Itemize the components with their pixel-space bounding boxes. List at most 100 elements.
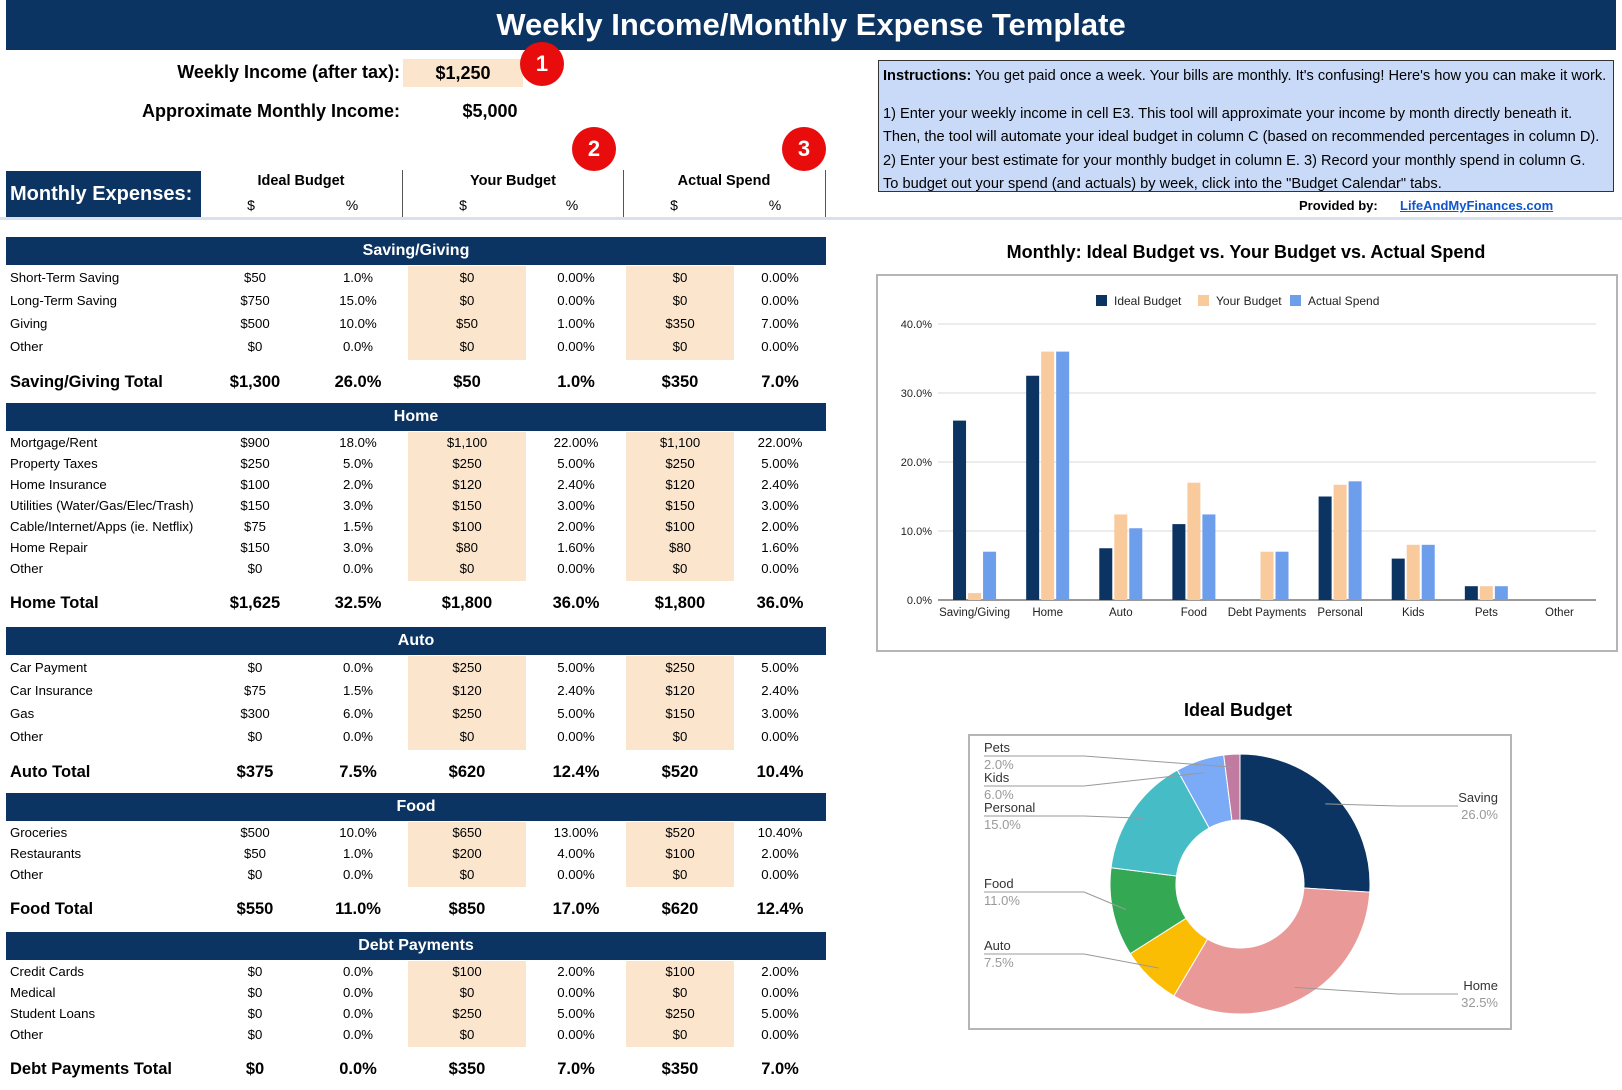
table-cell[interactable]: $0 <box>459 339 475 354</box>
table-cell[interactable]: $100 <box>452 964 482 979</box>
table-cell[interactable]: $0 <box>459 867 475 882</box>
table-cell[interactable]: $0 <box>672 561 688 576</box>
table-cell: 0.0% <box>342 985 374 1000</box>
total-cell: $50 <box>453 372 481 391</box>
pie-leader-line <box>1294 986 1399 995</box>
table-cell[interactable]: $0 <box>459 270 475 285</box>
table-cell[interactable]: $80 <box>668 540 691 555</box>
table-cell[interactable]: $650 <box>452 825 482 840</box>
table-cell[interactable]: $0 <box>459 1027 475 1042</box>
bar <box>1406 544 1420 600</box>
pie-leader-line <box>1083 815 1144 819</box>
table-cell[interactable]: $150 <box>452 498 482 513</box>
table-cell: 0.0% <box>342 867 374 882</box>
table-cell[interactable]: $0 <box>672 270 688 285</box>
table-cell: $100 <box>240 477 270 492</box>
bar-chart: 0.0% 10.0% 20.0% 30.0% 40.0% Ideal Budget Your… <box>876 274 1618 652</box>
bar <box>1421 544 1435 600</box>
instructions-line5: To budget out your spend (and actuals) b… <box>883 175 1442 192</box>
table-cell[interactable]: $100 <box>452 519 482 534</box>
table-cell[interactable]: $120 <box>665 683 695 698</box>
table-cell[interactable]: $520 <box>665 825 695 840</box>
weekly-income-label: Weekly Income (after tax): <box>177 62 400 82</box>
table-cell: 2.40% <box>557 477 595 492</box>
pie-pct-label: 26.0% <box>1461 807 1498 822</box>
table-row: Utilities (Water/Gas/Elec/Trash) $150 3.0%… <box>6 495 826 516</box>
table-cell: 1.5% <box>342 683 374 698</box>
table-cell[interactable]: $250 <box>665 660 695 675</box>
table-cell[interactable]: $120 <box>452 477 482 492</box>
table-cell[interactable]: $0 <box>459 293 475 308</box>
legend-swatch <box>1096 295 1107 306</box>
table-cell: 5.00% <box>761 1006 799 1021</box>
bar <box>1260 551 1274 600</box>
table-cell[interactable]: $0 <box>672 339 688 354</box>
table-cell[interactable]: $200 <box>452 846 482 861</box>
table-cell[interactable]: $1,100 <box>446 435 488 450</box>
table-cell[interactable]: $250 <box>665 456 695 471</box>
x-tick-label: Auto <box>1109 607 1133 619</box>
section-header: Saving/Giving <box>6 237 826 265</box>
table-cell[interactable]: $100 <box>665 846 695 861</box>
table-cell[interactable]: $80 <box>455 540 478 555</box>
section-total-row: Saving/Giving Total $1,300 26.0% $50 1.0% $35… <box>6 370 826 394</box>
table-cell[interactable]: $0 <box>672 1027 688 1042</box>
table-cell[interactable]: $0 <box>672 867 688 882</box>
table-cell[interactable]: $250 <box>452 1006 482 1021</box>
table-cell[interactable]: $0 <box>672 293 688 308</box>
total-cell: $1,625 <box>229 593 281 612</box>
pie-leader-line <box>1083 755 1233 768</box>
legend-label: Ideal Budget <box>1114 294 1182 308</box>
table-cell[interactable]: $0 <box>672 985 688 1000</box>
table-cell[interactable]: $1,100 <box>659 435 701 450</box>
pie-label: Pets <box>984 740 1011 755</box>
row-label: Cable/Internet/Apps (ie. Netflix) <box>10 519 194 534</box>
table-cell: 0.00% <box>761 339 799 354</box>
table-cell[interactable]: $120 <box>665 477 695 492</box>
total-cell: $850 <box>448 899 486 918</box>
table-cell[interactable]: $350 <box>665 316 695 331</box>
total-label: Auto Total <box>10 762 91 781</box>
table-cell[interactable]: $0 <box>672 729 688 744</box>
step-badge-3: 3 <box>782 127 826 171</box>
bar <box>968 593 982 600</box>
table-cell[interactable]: $0 <box>459 729 475 744</box>
table-cell[interactable]: $150 <box>665 706 695 721</box>
total-cell: 12.4% <box>552 762 600 781</box>
table-cell[interactable]: $250 <box>665 1006 695 1021</box>
table-cell[interactable]: $0 <box>459 985 475 1000</box>
table-row: Home Repair $150 3.0% $80 1.60% $80 1.60% <box>6 537 826 558</box>
section-total-row: Home Total $1,625 32.5% $1,800 36.0% $1,800 36… <box>6 591 826 615</box>
editable-column-shade <box>626 656 734 750</box>
actual-spend-header: Actual Spend <box>677 173 771 189</box>
total-cell: 7.0% <box>557 1059 595 1078</box>
row-label: Other <box>10 867 43 882</box>
pie-slice <box>1239 753 1371 893</box>
pie-pct-label: 32.5% <box>1461 995 1498 1010</box>
total-cell: $350 <box>661 1059 699 1078</box>
table-cell[interactable]: $250 <box>452 660 482 675</box>
y-tick-label: 40.0% <box>901 319 932 331</box>
table-cell: 0.0% <box>342 1027 374 1042</box>
table-cell[interactable]: $250 <box>452 456 482 471</box>
total-cell: $350 <box>661 372 699 391</box>
table-cell[interactable]: $0 <box>459 561 475 576</box>
table-cell[interactable]: $100 <box>665 964 695 979</box>
table-cell: 1.5% <box>342 519 374 534</box>
table-cell[interactable]: $100 <box>665 519 695 534</box>
table-cell: $150 <box>240 498 270 513</box>
table-cell[interactable]: $250 <box>452 706 482 721</box>
table-cell: 0.00% <box>761 293 799 308</box>
weekly-income-input[interactable]: $1,250 <box>403 59 523 87</box>
y-tick-label: 10.0% <box>901 526 932 538</box>
total-cell: 26.0% <box>334 372 382 391</box>
provider-link[interactable]: LifeAndMyFinances.com <box>1400 198 1554 213</box>
total-cell: 32.5% <box>334 593 382 612</box>
table-cell[interactable]: $120 <box>452 683 482 698</box>
table-cell[interactable]: $50 <box>455 316 478 331</box>
table-cell[interactable]: $150 <box>665 498 695 513</box>
total-cell: 10.4% <box>756 762 804 781</box>
bar <box>1333 484 1347 600</box>
table-cell: 0.0% <box>342 1006 374 1021</box>
bar <box>1202 514 1216 600</box>
